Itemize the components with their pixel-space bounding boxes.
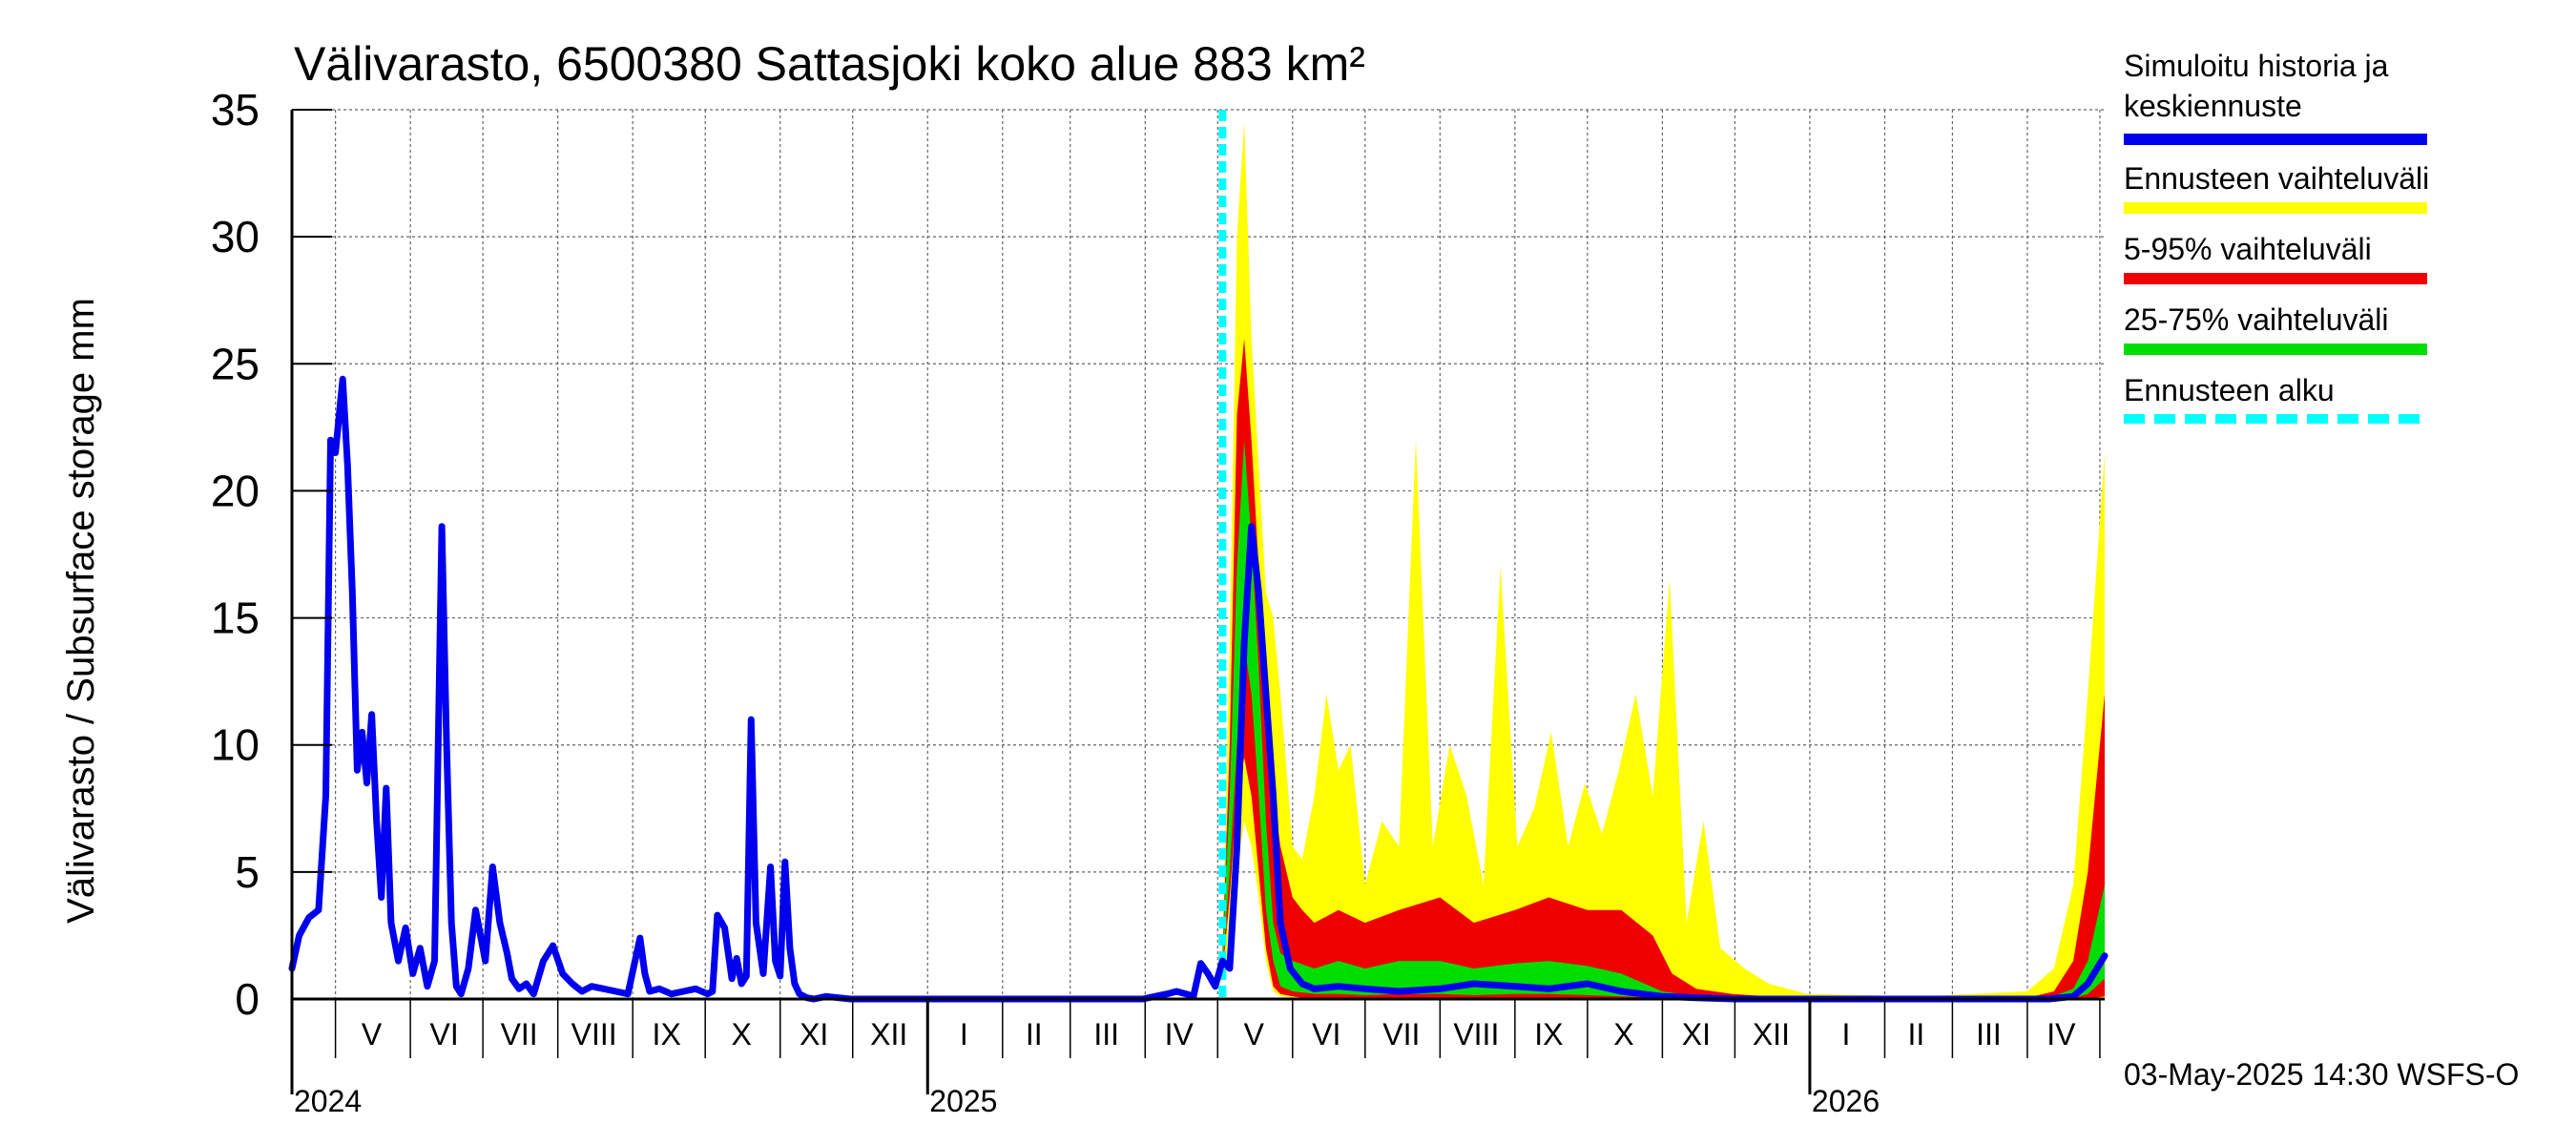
month-label: VI — [429, 1017, 458, 1051]
y-tick-label: 0 — [235, 974, 260, 1024]
y-tick-label: 30 — [211, 212, 260, 261]
legend-item-range: Ennusteen vaihteluväli — [2124, 158, 2467, 229]
legend-item-forecast-start: Ennusteen alku — [2124, 370, 2467, 441]
footer-timestamp: 03-May-2025 14:30 WSFS-O — [2124, 1057, 2520, 1092]
forecast-bands — [1222, 122, 2105, 1000]
legend-swatch-p5-95 — [2124, 273, 2427, 284]
month-label: II — [1026, 1017, 1043, 1051]
month-label: IX — [1534, 1017, 1563, 1051]
month-label: VIII — [571, 1017, 617, 1051]
month-label: IV — [1165, 1017, 1195, 1051]
chart-title: Välivarasto, 6500380 Sattasjoki koko alu… — [294, 37, 1365, 91]
legend-item-p25-75: 25-75% vaihteluväli — [2124, 300, 2467, 370]
year-label: 2025 — [929, 1084, 997, 1118]
month-label: VIII — [1453, 1017, 1499, 1051]
month-label: V — [362, 1017, 383, 1051]
year-label: 2026 — [1812, 1084, 1880, 1118]
month-label: II — [1908, 1017, 1925, 1051]
month-label: XI — [1682, 1017, 1711, 1051]
grid — [292, 109, 2105, 999]
y-tick-label: 10 — [211, 720, 260, 770]
y-axis-label: Välivarasto / Subsurface storage mm — [60, 298, 102, 924]
month-label: V — [1244, 1017, 1265, 1051]
band-5-95 — [1222, 338, 2105, 999]
month-label: IV — [2046, 1017, 2076, 1051]
legend-label-history: Simuloitu historia ja keskiennuste — [2124, 49, 2389, 123]
month-label: I — [1841, 1017, 1850, 1051]
month-label: X — [732, 1017, 752, 1051]
y-tick-label: 20 — [211, 466, 260, 515]
legend-item-history: Simuloitu historia ja keskiennuste — [2124, 46, 2467, 158]
legend-swatch-history — [2124, 134, 2427, 145]
y-tick-label: 15 — [211, 593, 260, 643]
y-tick-label: 35 — [211, 85, 260, 135]
month-label: XII — [870, 1017, 907, 1051]
legend-item-p5-95: 5-95% vaihteluväli — [2124, 229, 2467, 300]
legend-label-p25-75: 25-75% vaihteluväli — [2124, 302, 2389, 337]
band-range — [1222, 122, 2105, 1000]
legend-label-range: Ennusteen vaihteluväli — [2124, 161, 2430, 196]
month-label: IX — [653, 1017, 681, 1051]
month-label: VI — [1312, 1017, 1340, 1051]
month-label: VII — [501, 1017, 538, 1051]
month-label: III — [1093, 1017, 1119, 1051]
axes — [290, 109, 2105, 1094]
legend-swatch-p25-75 — [2124, 344, 2427, 355]
legend-label-forecast-start: Ennusteen alku — [2124, 373, 2335, 407]
legend: Simuloitu historia ja keskiennuste Ennus… — [2124, 46, 2467, 441]
legend-swatch-range — [2124, 202, 2427, 214]
month-label: XII — [1753, 1017, 1790, 1051]
y-tick-label: 5 — [235, 847, 260, 897]
history-series-line — [288, 375, 2109, 1003]
year-label: 2024 — [294, 1084, 362, 1118]
month-label: XI — [800, 1017, 828, 1051]
month-label: VII — [1382, 1017, 1420, 1051]
month-label: X — [1613, 1017, 1633, 1051]
month-label: I — [960, 1017, 968, 1051]
legend-swatch-forecast-start — [2124, 414, 2427, 424]
legend-label-p5-95: 5-95% vaihteluväli — [2124, 232, 2372, 266]
history-line — [288, 110, 2109, 1003]
y-tick-label: 25 — [211, 339, 260, 388]
month-label: III — [1976, 1017, 2002, 1051]
